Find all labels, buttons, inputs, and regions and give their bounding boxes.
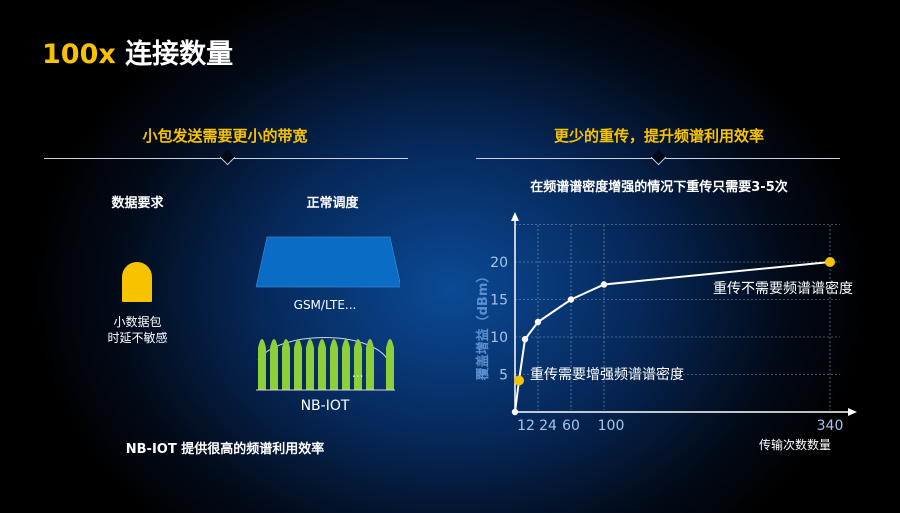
nb-ellipsis: ... xyxy=(352,366,364,380)
nb-envelope xyxy=(257,337,389,361)
y-tick-label: 20 xyxy=(490,255,508,271)
left-heading: 小包发送需要更小的带宽 xyxy=(142,127,308,145)
nb-carriers xyxy=(258,339,394,390)
annotation-low: 重传需要增强频谱谱密度 xyxy=(530,366,684,383)
nb-carrier xyxy=(330,339,338,390)
normal-scheduling-label: 正常调度 xyxy=(306,196,359,211)
packet-caption: 小数据包 时延不敏感 xyxy=(90,314,185,346)
title-highlight: 100x xyxy=(42,39,116,70)
slide-title: 100x 连接数量 xyxy=(42,32,233,71)
nb-carrier xyxy=(294,339,302,390)
nb-iot-label: NB-IOT xyxy=(300,398,350,414)
y-tick-label: 10 xyxy=(490,330,508,346)
nb-carrier xyxy=(386,339,394,390)
nb-carrier xyxy=(270,339,278,390)
nb-carrier xyxy=(342,339,350,390)
highlight-point xyxy=(514,375,524,386)
nb-carrier xyxy=(258,339,266,390)
y-tick-label: 15 xyxy=(490,293,508,309)
small-packet-icon xyxy=(122,262,152,302)
x-axis-label: 传输次数数量 xyxy=(759,437,831,452)
gsm-lte-label: GSM/LTE... xyxy=(293,298,357,312)
right-heading: 更少的重传，提升频谱利用效率 xyxy=(553,127,764,145)
x-tick-label: 60 xyxy=(562,418,580,434)
nb-carrier xyxy=(306,339,314,390)
y-axis-arrow xyxy=(511,212,519,221)
x-tick-label: 12 xyxy=(517,418,535,434)
x-tick-label: 340 xyxy=(817,418,844,434)
x-tick-label: 24 xyxy=(539,418,557,434)
x-axis-arrow xyxy=(848,408,857,416)
left-footer: NB-IOT 提供很高的频谱利用效率 xyxy=(125,442,325,457)
nb-carrier xyxy=(318,339,326,390)
data-point xyxy=(600,281,608,288)
data-point xyxy=(521,336,529,343)
x-tick-label: 100 xyxy=(598,418,625,434)
annotation-high: 重传不需要频谱谱密度 xyxy=(713,280,853,297)
highlight-point xyxy=(825,257,835,267)
bandwidth-diagram xyxy=(255,236,400,391)
data-point xyxy=(511,408,519,416)
gsm-lte-block xyxy=(255,236,400,288)
nb-carrier xyxy=(366,339,374,390)
nb-carrier xyxy=(354,339,362,390)
y-tick-label: 5 xyxy=(499,368,508,384)
title-text: 连接数量 xyxy=(115,39,234,70)
data-requirement-label: 数据要求 xyxy=(111,196,164,211)
y-axis-label: 覆盖增益（dBm） xyxy=(475,270,491,381)
nb-carrier xyxy=(282,339,290,390)
data-point xyxy=(567,296,575,303)
chart-subtitle: 在频谱谱密度增强的情况下重传只需要3-5次 xyxy=(530,180,788,195)
packet-caption-line1: 小数据包 xyxy=(113,315,162,329)
packet-caption-line2: 时延不敏感 xyxy=(107,331,168,345)
data-point xyxy=(534,318,542,326)
